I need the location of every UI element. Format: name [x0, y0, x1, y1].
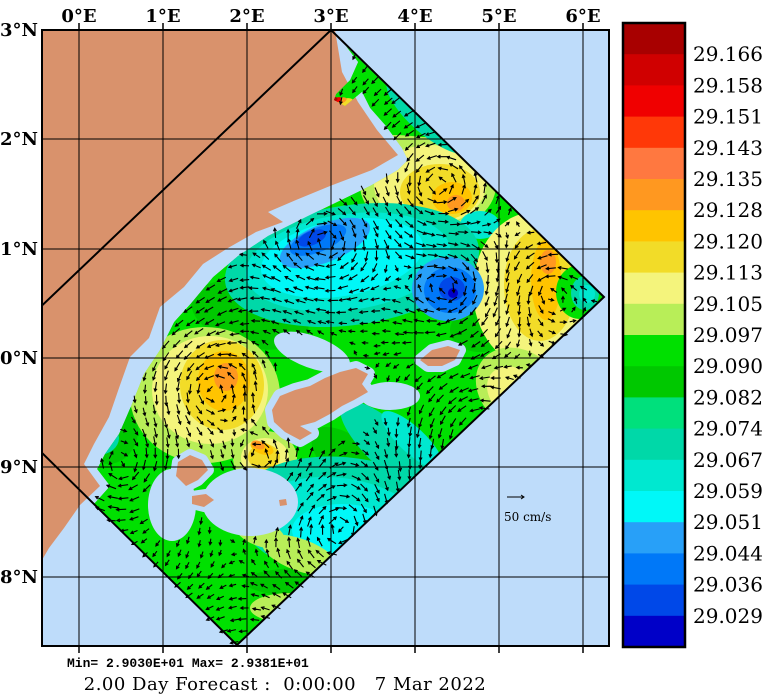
island-ibiza	[176, 455, 208, 486]
colorbar-label: 29.135	[693, 167, 763, 191]
sst-contour-blob	[540, 250, 556, 274]
colorbar-segment	[623, 303, 685, 336]
sst-contour-blob	[381, 411, 443, 469]
colorbar-segment	[623, 366, 685, 398]
colorbar-segment	[623, 210, 685, 242]
colorbar-label: 29.097	[693, 323, 763, 347]
map-area	[42, 30, 609, 646]
colorbar-label: 29.166	[693, 42, 763, 66]
lat-tick-label: 38°N	[0, 567, 38, 588]
axis-tick-marks	[78, 23, 584, 653]
sst-contour-blob	[214, 363, 238, 391]
lat-tick-label: 43°N	[0, 20, 38, 41]
colorbar-segment	[623, 85, 685, 118]
colorbar-segment	[623, 54, 685, 86]
lon-tick-label: 5°E	[481, 6, 516, 27]
colorbar-label: 29.143	[693, 136, 763, 160]
colorbar-label: 29.051	[693, 510, 763, 534]
lat-tick-label: 42°N	[0, 129, 38, 150]
colorbar-label: 29.036	[693, 573, 763, 597]
colorbar-label: 29.158	[693, 73, 763, 97]
island-cabrera	[279, 499, 287, 506]
colorbar-label: 29.128	[693, 198, 763, 222]
colorbar-segment	[623, 147, 685, 180]
colorbar-segment	[623, 428, 685, 461]
lat-tick-label: 39°N	[0, 457, 38, 478]
colorbar-label: 29.082	[693, 385, 763, 409]
colorbar-segment	[623, 272, 685, 305]
island-menorca	[420, 346, 460, 366]
map-frame	[41, 29, 610, 647]
lon-tick-label: 0°E	[61, 6, 96, 27]
sea-gap	[360, 382, 420, 410]
lon-tick-label: 4°E	[397, 6, 432, 27]
colorbar-segment	[623, 179, 685, 211]
colorbar-segment	[623, 553, 685, 586]
colorbar-border	[621, 21, 687, 649]
colorbar-label: 29.113	[693, 261, 763, 285]
vector-scale-label: 50 cm/s	[504, 510, 551, 524]
island-formentera	[192, 494, 214, 507]
lon-tick-label: 2°E	[229, 6, 264, 27]
current-vector-arrows	[94, 53, 598, 645]
colorbar-label: 29.151	[693, 105, 763, 129]
colorbar-segment	[623, 459, 685, 492]
mainland-spain	[42, 30, 398, 560]
colorbar-label: 29.090	[693, 354, 763, 378]
colorbar-segment	[623, 335, 685, 367]
lon-tick-label: 1°E	[145, 6, 180, 27]
colorbar-segment	[623, 491, 685, 523]
colorbar: 29.166 29.158 29.151 29.143 29.135 29.128 29.1…	[621, 21, 763, 649]
colorbar-label: 29.044	[693, 541, 763, 565]
lon-tick-label: 6°E	[565, 6, 600, 27]
sst-contour-blob	[297, 229, 327, 247]
minmax-label: Min= 2.9030E+01 Max= 2.9381E+01	[67, 656, 309, 671]
vector-scale-arrow	[507, 494, 525, 500]
island-mallorca	[272, 368, 368, 440]
colorbar-label: 29.029	[693, 604, 763, 628]
colorbar-label: 29.105	[693, 292, 763, 316]
sea-gap	[202, 468, 298, 536]
sst-contour-blob	[447, 195, 465, 211]
lat-tick-label: 41°N	[0, 239, 38, 260]
colorbar-segment	[623, 615, 685, 648]
forecast-title: 2.00 Day Forecast : 0:00:00 7 Mar 2022	[84, 674, 487, 695]
colorbar-label: 29.059	[693, 479, 763, 503]
lat-tick-label: 40°N	[0, 348, 38, 369]
colorbar-segment	[623, 397, 685, 430]
colorbar-segment	[623, 241, 685, 274]
colorbar-segment	[623, 522, 685, 554]
colorbar-label: 29.120	[693, 229, 763, 253]
colorbar-segment	[623, 584, 685, 617]
colorbar-segment	[623, 23, 685, 55]
colorbar-segment	[623, 116, 685, 149]
lon-tick-label: 3°E	[313, 6, 348, 27]
colorbar-label: 29.067	[693, 448, 763, 472]
sst-contour-blob	[448, 288, 458, 298]
colorbar-label: 29.074	[693, 417, 763, 441]
